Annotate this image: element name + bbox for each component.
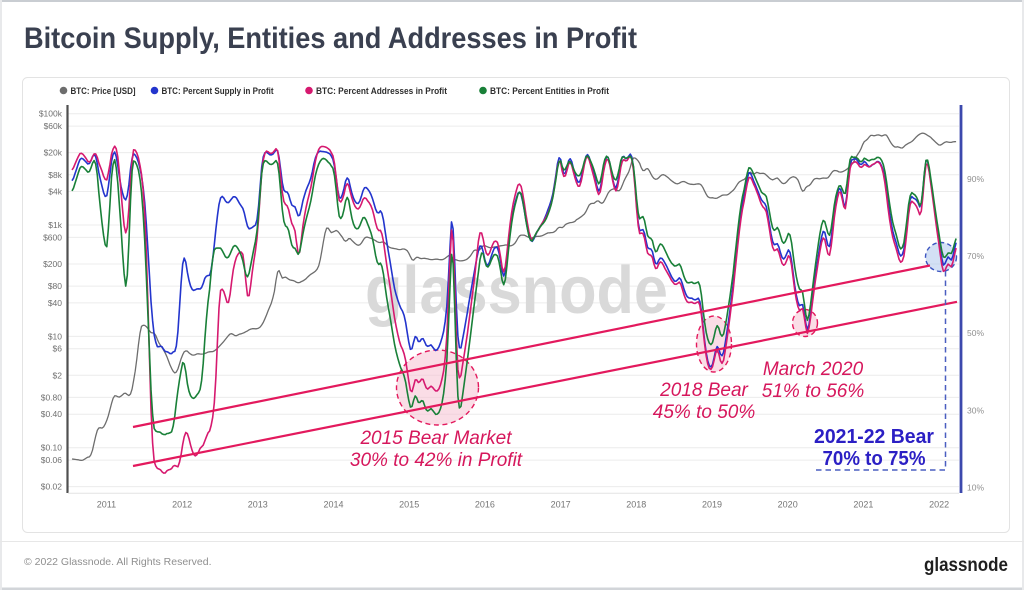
- svg-text:50%: 50%: [967, 328, 984, 338]
- svg-text:$6: $6: [53, 344, 63, 354]
- svg-text:$1k: $1k: [48, 220, 62, 230]
- svg-text:10%: 10%: [967, 482, 984, 492]
- svg-text:BTC: Percent Supply in Profit: BTC: Percent Supply in Profit: [162, 86, 274, 96]
- svg-text:90%: 90%: [967, 174, 984, 184]
- svg-text:30% to 42% in Profit: 30% to 42% in Profit: [350, 450, 523, 471]
- svg-text:2015 Bear Market: 2015 Bear Market: [359, 428, 512, 449]
- svg-text:$0.80: $0.80: [41, 392, 63, 402]
- svg-text:70%: 70%: [967, 251, 984, 261]
- svg-text:BTC: Percent Addresses in Prof: BTC: Percent Addresses in Profit: [316, 86, 447, 96]
- svg-text:Bitcoin Supply, Entities and A: Bitcoin Supply, Entities and Addresses i…: [24, 22, 637, 55]
- svg-text:$20k: $20k: [44, 148, 63, 158]
- svg-text:© 2022 Glassnode. All Rights R: © 2022 Glassnode. All Rights Reserved.: [24, 556, 212, 568]
- svg-text:March 2020: March 2020: [763, 359, 864, 380]
- svg-text:$10: $10: [48, 331, 62, 341]
- svg-text:2019: 2019: [702, 500, 722, 510]
- svg-text:glassnode: glassnode: [924, 555, 1008, 576]
- svg-text:2018 Bear: 2018 Bear: [659, 380, 748, 401]
- svg-text:2011: 2011: [97, 500, 116, 510]
- svg-text:$2: $2: [53, 370, 63, 380]
- svg-text:45% to 50%: 45% to 50%: [653, 402, 756, 423]
- svg-text:$100k: $100k: [39, 109, 63, 119]
- svg-text:$0.06: $0.06: [41, 455, 63, 465]
- svg-text:30%: 30%: [967, 405, 984, 415]
- svg-text:$60k: $60k: [44, 121, 63, 131]
- svg-text:2021: 2021: [853, 500, 873, 510]
- svg-text:51% to 56%: 51% to 56%: [762, 381, 865, 402]
- svg-text:2017: 2017: [551, 500, 571, 510]
- svg-text:2018: 2018: [626, 500, 646, 510]
- svg-text:$200: $200: [43, 259, 62, 269]
- svg-text:2014: 2014: [323, 500, 343, 510]
- svg-text:2015: 2015: [399, 500, 419, 510]
- svg-text:BTC: Percent Entities in Profi: BTC: Percent Entities in Profit: [490, 86, 609, 96]
- svg-text:glassnode: glassnode: [365, 253, 668, 328]
- svg-text:$8k: $8k: [48, 170, 62, 180]
- svg-text:BTC: Price [USD]: BTC: Price [USD]: [71, 86, 136, 96]
- svg-text:$80: $80: [48, 281, 62, 291]
- svg-text:$0.40: $0.40: [41, 409, 63, 419]
- svg-text:$0.02: $0.02: [41, 482, 63, 492]
- svg-text:2012: 2012: [172, 500, 192, 510]
- svg-text:$4k: $4k: [48, 187, 62, 197]
- svg-text:$0.10: $0.10: [41, 443, 63, 453]
- svg-text:2013: 2013: [248, 500, 268, 510]
- svg-text:70% to 75%: 70% to 75%: [823, 447, 926, 470]
- svg-text:2016: 2016: [475, 500, 495, 510]
- svg-text:$40: $40: [48, 298, 62, 308]
- svg-text:2020: 2020: [778, 500, 798, 510]
- svg-text:2021-22 Bear: 2021-22 Bear: [814, 425, 934, 448]
- svg-text:2022: 2022: [929, 500, 949, 510]
- svg-text:$600: $600: [43, 232, 62, 242]
